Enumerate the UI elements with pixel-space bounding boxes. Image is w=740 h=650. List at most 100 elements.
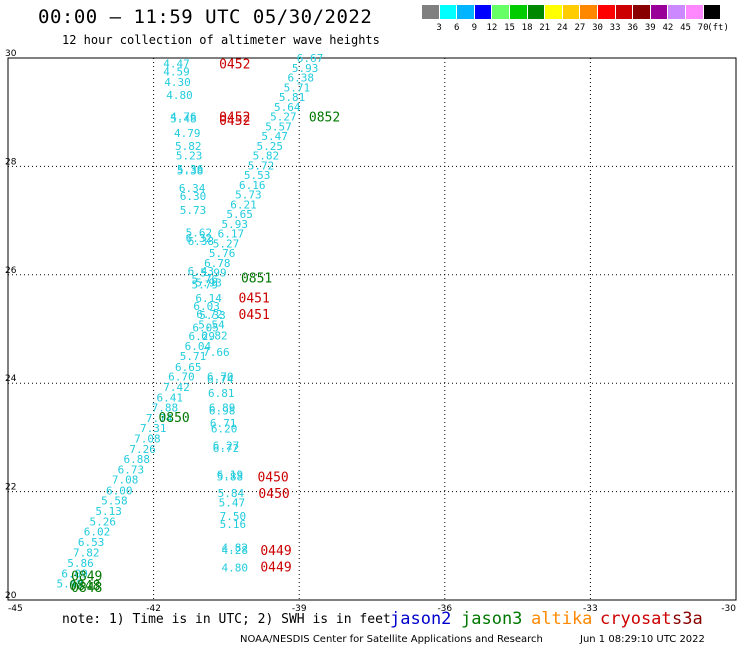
legend-swatch [580,5,597,19]
lat-tick-label: 26 [5,266,17,276]
swh-label: 6.02 [84,526,111,539]
legend-tick-label: 24 [556,23,568,33]
swh-label: 5.25 [256,140,283,153]
swh-label: 4.59 [163,66,190,79]
swh-label: 6.71 [210,417,237,430]
swh-label: 5.84 [218,487,245,500]
swh-label: 6.70 [207,371,234,384]
legend-swatch [510,5,527,19]
swh-label: 5.27 [213,237,240,250]
swh-label: 5.13 [95,505,122,518]
swh-label: 6.78 [204,257,231,270]
swh-label: 5.93 [222,218,249,231]
swh-label: 5.82 [253,150,280,163]
lon-tick-label: -33 [583,604,598,614]
swh-label: 5.88 [217,470,244,483]
swh-label: 5.81 [279,91,306,104]
swh-label: 7.88 [152,402,179,415]
swh-label: 4.79 [174,127,201,140]
swh-label: 5.76 [191,273,218,286]
pass-time-label: 0850 [158,411,189,426]
legend-tick-label: 6 [453,23,460,33]
swh-label: 5.79 [191,279,218,292]
swh-label: 6.41 [157,391,184,404]
swh-label: 5.58 [101,494,128,507]
swh-label: 6.53 [78,536,105,549]
legend-swatch [562,5,580,19]
swh-label: 5.65 [226,208,253,221]
swh-label: 6.43 [188,265,215,278]
legend-tick-label: 21 [539,23,551,33]
swh-label: 5.53 [244,169,271,182]
pass-time-label: 0450 [258,487,289,502]
swh-label: 5.57 [265,120,292,133]
swh-label: 6.72 [196,308,223,321]
swh-label: 6.38 [188,235,215,248]
pass-time-label: 0452 [219,114,250,129]
swh-label: 5.72 [248,159,275,172]
swh-label: 5.47 [219,496,246,509]
swh-label: 6.65 [175,361,202,374]
swh-label: 5.82 [175,140,202,153]
swh-label: 6.30 [180,190,207,203]
swh-label: 5.48 [170,113,197,126]
swh-label: 5.73 [235,189,261,202]
swh-label: 4.80 [166,89,193,102]
swh-label: 5.73 [180,204,207,217]
pass-time-label: 0450 [257,470,288,485]
swh-label: 5.71 [284,81,311,94]
legend-tick-label: 42 [662,23,674,33]
legend-swatch [668,5,685,19]
legend-jason3: jason3 [461,609,523,629]
legend-swatch [492,5,509,19]
swh-label: 6.27 [213,440,240,453]
swh-label: 5.62 [186,227,213,240]
swh-label: 6.88 [124,453,151,466]
swh-label: 6.14 [195,292,222,305]
swh-label: 6.34 [179,182,206,195]
swh-label: 6.98 [209,404,236,417]
swh-label: 4.76 [170,111,197,124]
swh-label: 5.99 [200,267,227,280]
swh-label: 5.76 [209,247,236,260]
legend-tick-label: 3 [436,23,442,33]
pass-time-label: 0851 [241,272,272,287]
legend-swatch [703,5,721,19]
pass-time-label: 0452 [219,111,250,126]
swh-label: 6.04 [185,340,212,353]
legend-tick-label: 33 [609,23,621,33]
swh-label: 5.36 [177,163,204,176]
swh-label: 6.32 [186,232,213,245]
legend-swatch [474,5,492,19]
swh-label: 6.81 [208,387,235,400]
legend-cryosat: cryosat [600,609,672,629]
legend-swatch [598,5,615,19]
pass-time-label: 0849 [71,570,102,585]
swh-label: 5.54 [198,319,225,332]
pass-time-label: 0451 [239,292,270,307]
legend-altika: altika [531,609,593,629]
legend-tick-label: 12 [486,23,498,33]
swh-label: 6.21 [230,198,256,211]
swh-label: 7.08 [112,474,138,487]
swh-label: 5.93 [292,62,319,75]
swh-label: 7.50 [220,510,247,523]
lat-tick-label: 28 [5,157,17,167]
swh-label: 4.47 [163,57,190,70]
legend-swatch [457,5,474,19]
swh-label: 5.16 [220,518,247,531]
swh-label: 6.70 [168,371,195,384]
lon-tick-label: -36 [437,604,452,614]
swh-label: 4.80 [222,561,249,574]
swh-label: 6.89 [209,402,236,415]
swh-label: 6.82 [201,330,228,343]
swh-label: 6.19 [217,468,244,481]
legend-tick-label: 15 [504,23,515,33]
swh-label: 5.47 [261,130,288,143]
legend-tick-label: 9 [471,23,478,33]
pass-time-label: 0451 [239,308,270,323]
swh-label: 5.48 [57,578,84,591]
lon-tick-label: -42 [146,604,161,614]
swh-label: 7.08 [134,432,161,445]
